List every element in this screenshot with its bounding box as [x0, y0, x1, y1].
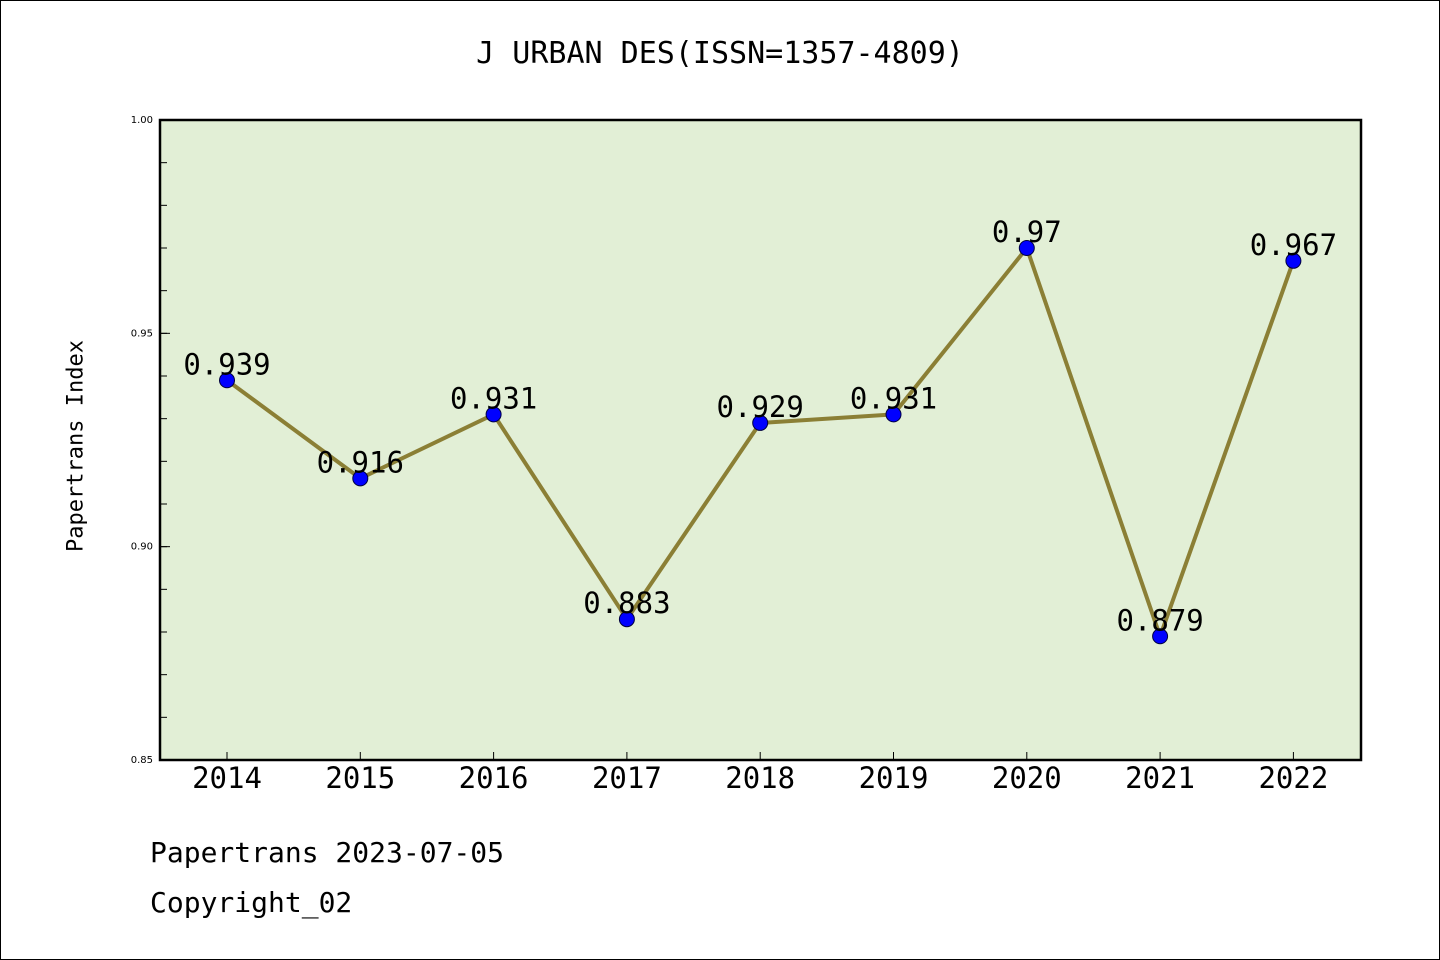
data-label: 0.967: [1250, 228, 1337, 262]
data-point: [219, 372, 235, 389]
data-point: [352, 470, 369, 487]
data-label: 0.939: [183, 347, 270, 381]
x-tick-label: 2020: [992, 761, 1062, 795]
x-tick-label: 2015: [325, 761, 395, 795]
data-label: 0.879: [1116, 603, 1203, 637]
data-point: [1018, 240, 1035, 256]
x-tick-label: 2018: [725, 761, 795, 795]
plot-area: [160, 120, 1361, 760]
data-point: [618, 611, 635, 628]
data-point: [1285, 252, 1302, 269]
data-label: 0.929: [717, 390, 804, 424]
chart-title: J URBAN DES(ISSN=1357-4809): [476, 36, 964, 71]
data-label: 0.883: [583, 586, 670, 620]
y-tick-label: 0.85: [131, 755, 153, 766]
data-point: [485, 406, 502, 423]
x-tick-label: 2019: [859, 761, 929, 795]
x-tick-label: 2016: [459, 761, 529, 795]
x-tick-label: 2022: [1258, 761, 1328, 795]
data-label: 0.931: [850, 381, 937, 415]
y-tick-label: 1.00: [131, 115, 153, 126]
y-tick-label: 0.90: [131, 542, 153, 553]
data-label: 0.916: [317, 445, 404, 479]
x-tick-label: 2014: [192, 761, 262, 795]
data-point: [752, 414, 769, 431]
data-point: [1152, 628, 1169, 645]
data-label: 0.97: [992, 215, 1062, 249]
data-point: [885, 406, 902, 423]
x-tick-label: 2017: [592, 761, 662, 795]
footer-date-text: Papertrans 2023-07-05: [150, 836, 505, 869]
y-tick-label: 0.95: [131, 328, 153, 339]
x-tick-label: 2021: [1125, 761, 1195, 795]
footer-copyright-text: Copyright_02: [150, 886, 353, 919]
plot-border: [158, 118, 1363, 762]
data-label: 0.931: [450, 381, 537, 415]
